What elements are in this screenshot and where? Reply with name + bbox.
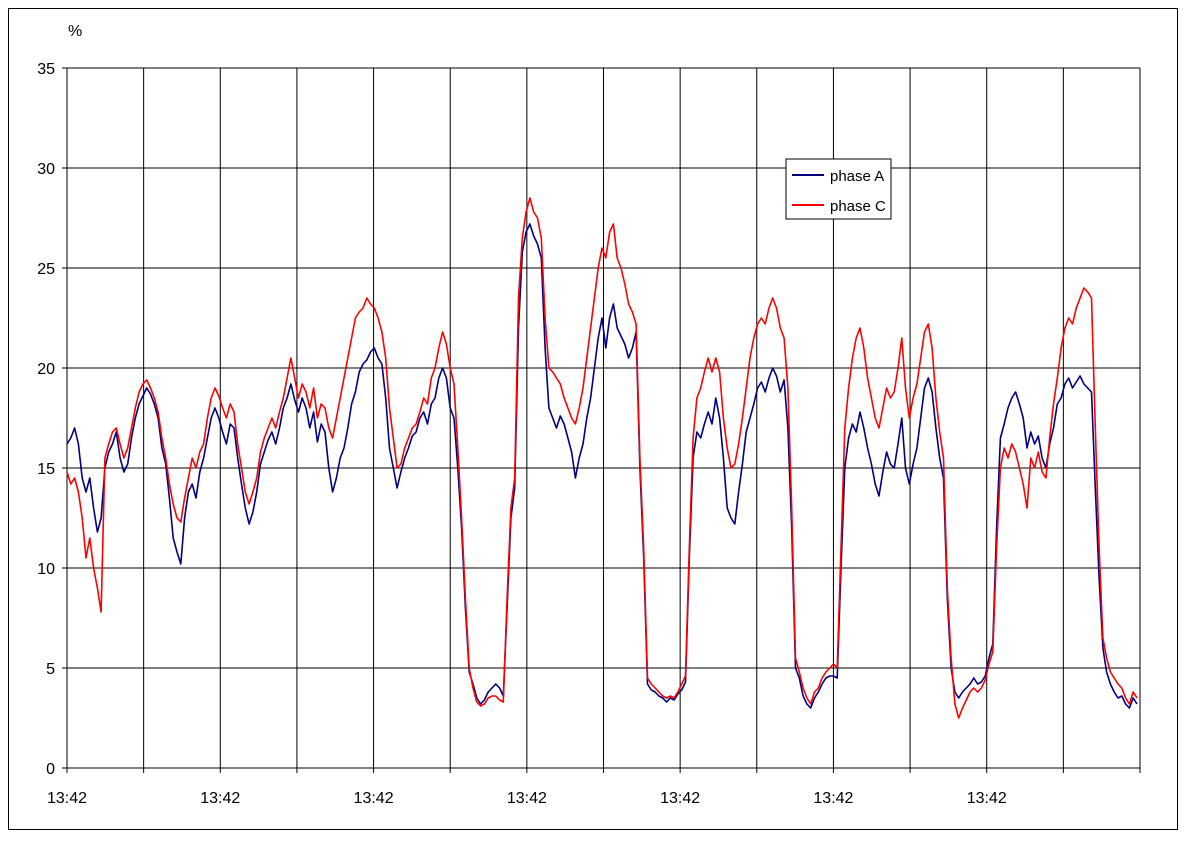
y-tick-label: 30: [37, 161, 55, 178]
x-tick-label: 13:42: [507, 790, 547, 807]
y-tick-label: 15: [37, 461, 55, 478]
chart-axes: [62, 67, 1141, 773]
y-axis-unit-label: %: [68, 23, 82, 40]
x-tick-label: 13:42: [660, 790, 700, 807]
series-line-phase-c: [66, 197, 1138, 719]
y-tick-label: 25: [37, 261, 55, 278]
legend: phase A phase C: [785, 158, 892, 220]
chart-grid: [67, 67, 1141, 768]
x-tick-label: 13:42: [47, 790, 87, 807]
series-lines: [66, 197, 1138, 719]
x-tick-label: 13:42: [354, 790, 394, 807]
legend-box: [785, 158, 892, 220]
y-tick-label: 0: [46, 761, 55, 778]
legend-label-phase-a: phase A: [830, 168, 884, 185]
x-axis-ticks: 13:42 13:42 13:42 13:42 13:42 13:42 13:42: [47, 790, 1007, 807]
legend-label-phase-c: phase C: [830, 198, 886, 215]
x-tick-label: 13:42: [200, 790, 240, 807]
chart-frame: [8, 8, 1178, 830]
x-tick-label: 13:42: [813, 790, 853, 807]
series-line-phase-a: [66, 223, 1138, 709]
y-axis-ticks: 0 5 10 15 20 25 30 35: [37, 61, 55, 778]
y-tick-label: 5: [46, 661, 55, 678]
y-tick-label: 10: [37, 561, 55, 578]
y-tick-label: 35: [37, 61, 55, 78]
y-tick-label: 20: [37, 361, 55, 378]
x-tick-label: 13:42: [967, 790, 1007, 807]
